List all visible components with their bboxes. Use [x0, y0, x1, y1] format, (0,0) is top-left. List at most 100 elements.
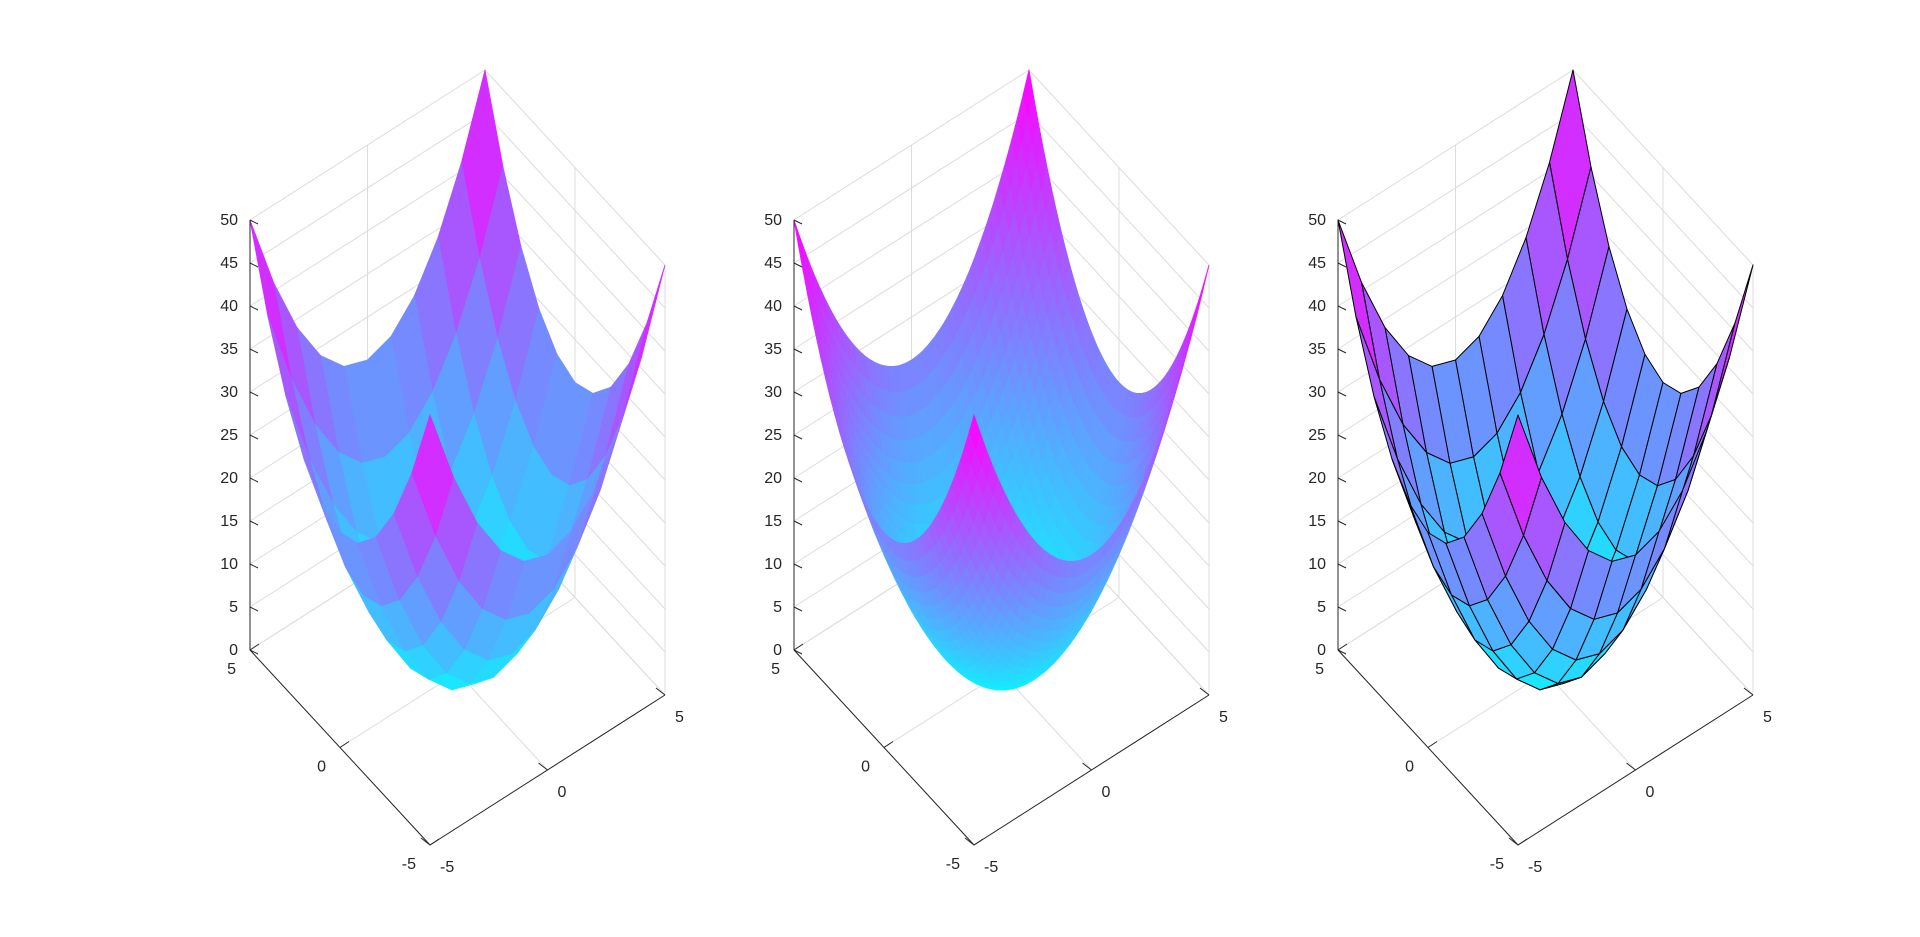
z-tick-mark — [1337, 262, 1347, 268]
z-tick-label: 45 — [220, 255, 238, 272]
surface-mesh — [1337, 69, 1754, 691]
z-tick-label: 15 — [764, 513, 782, 530]
z-tick-mark — [249, 219, 259, 225]
z-tick-mark — [249, 563, 259, 569]
x-tick-mark — [1199, 687, 1210, 696]
z-tick-label: 25 — [764, 427, 782, 444]
y-tick-label: 0 — [317, 759, 326, 776]
x-tick-mark — [964, 837, 975, 846]
z-tick-mark — [1337, 649, 1347, 655]
z-tick-label: 50 — [1308, 212, 1326, 229]
z-tick-mark — [249, 649, 259, 655]
z-tick-mark — [793, 219, 803, 225]
z-tick-label: 0 — [229, 642, 238, 659]
x-tick-mark — [1082, 762, 1092, 771]
z-tick-label: 35 — [220, 341, 238, 358]
surface-face — [969, 413, 981, 450]
z-tick-label: 0 — [773, 642, 782, 659]
y-tick-mark — [339, 741, 350, 748]
z-tick-mark — [1337, 348, 1347, 354]
z-tick-label: 40 — [1308, 298, 1326, 315]
z-tick-label: 45 — [1308, 255, 1326, 272]
y-tick-label: -5 — [946, 856, 960, 873]
z-tick-label: 35 — [1308, 341, 1326, 358]
z-tick-label: 20 — [1308, 470, 1326, 487]
z-tick-mark — [793, 563, 803, 569]
z-tick-mark — [793, 391, 803, 397]
x-tick-mark — [538, 762, 548, 771]
y-tick-mark — [1337, 643, 1348, 651]
y-tick-mark — [1517, 838, 1528, 846]
z-tick-mark — [249, 520, 259, 526]
x-tick-label: -5 — [984, 859, 998, 876]
x-tick-label: -5 — [440, 859, 454, 876]
z-tick-mark — [793, 606, 803, 612]
x-tick-label: 0 — [1646, 784, 1655, 801]
z-tick-label: 5 — [229, 599, 238, 616]
z-tick-label: 25 — [1308, 427, 1326, 444]
surface-plot-interp: 0 5 10 15 20 25 30 35 40 45 50 -5 0 5 -5 0 5 — [764, 69, 1228, 876]
z-tick-mark — [793, 305, 803, 311]
z-tick-mark — [1337, 563, 1347, 569]
z-tick-label: 30 — [764, 384, 782, 401]
surface-face — [793, 219, 805, 264]
z-tick-mark — [1337, 391, 1347, 397]
surface-face — [1499, 414, 1542, 536]
y-tick-mark — [1427, 741, 1438, 748]
y-tick-label: -5 — [402, 856, 416, 873]
y-tick-mark — [973, 838, 984, 846]
z-tick-mark — [249, 434, 259, 440]
z-tick-label: 20 — [220, 470, 238, 487]
z-tick-label: 30 — [220, 384, 238, 401]
z-tick-mark — [1337, 477, 1347, 483]
z-tick-mark — [249, 305, 259, 311]
x-tick-label: 0 — [558, 784, 567, 801]
z-tick-mark — [249, 477, 259, 483]
surface-face — [249, 219, 292, 380]
z-tick-mark — [793, 520, 803, 526]
z-tick-label: 30 — [1308, 384, 1326, 401]
z-tick-mark — [1337, 219, 1347, 225]
x-tick-mark — [420, 837, 431, 846]
z-tick-mark — [793, 649, 803, 655]
z-tick-mark — [793, 348, 803, 354]
z-tick-label: 40 — [220, 298, 238, 315]
x-tick-mark — [1508, 837, 1519, 846]
x-tick-label: -5 — [1528, 859, 1542, 876]
z-tick-label: 25 — [220, 427, 238, 444]
z-tick-mark — [1337, 520, 1347, 526]
z-tick-label: 5 — [1317, 599, 1326, 616]
surface-plot-faceted: 0 5 10 15 20 25 30 35 40 45 50 -5 0 5 -5 0 5 — [1308, 69, 1772, 876]
z-tick-label: 15 — [1308, 513, 1326, 530]
y-tick-label: 0 — [861, 759, 870, 776]
z-tick-mark — [249, 262, 259, 268]
surface-face — [411, 413, 454, 537]
y-tick-mark — [883, 741, 894, 748]
z-tick-mark — [793, 477, 803, 483]
y-tick-label: 0 — [1405, 759, 1414, 776]
surface-mesh — [249, 69, 666, 691]
z-tick-label: 5 — [773, 599, 782, 616]
y-tick-label: 5 — [771, 661, 780, 678]
x-tick-mark — [655, 687, 666, 696]
x-tick-mark — [1743, 687, 1754, 696]
y-tick-mark — [429, 838, 440, 846]
surface-mesh — [793, 69, 1210, 691]
surface-face — [1337, 219, 1380, 380]
z-tick-mark — [793, 434, 803, 440]
z-tick-label: 50 — [220, 212, 238, 229]
z-tick-mark — [249, 391, 259, 397]
z-tick-label: 0 — [1317, 642, 1326, 659]
z-tick-mark — [1337, 305, 1347, 311]
z-tick-label: 15 — [220, 513, 238, 530]
z-tick-mark — [249, 606, 259, 612]
z-tick-label: 45 — [764, 255, 782, 272]
y-tick-mark — [249, 643, 260, 651]
surface-face — [623, 264, 666, 416]
z-tick-mark — [793, 262, 803, 268]
x-tick-label: 5 — [1219, 709, 1228, 726]
z-tick-label: 40 — [764, 298, 782, 315]
surface-plot-flat: 0 5 10 15 20 25 30 35 40 45 50 -5 0 5 -5 0 5 — [220, 69, 684, 876]
z-tick-mark — [1337, 606, 1347, 612]
